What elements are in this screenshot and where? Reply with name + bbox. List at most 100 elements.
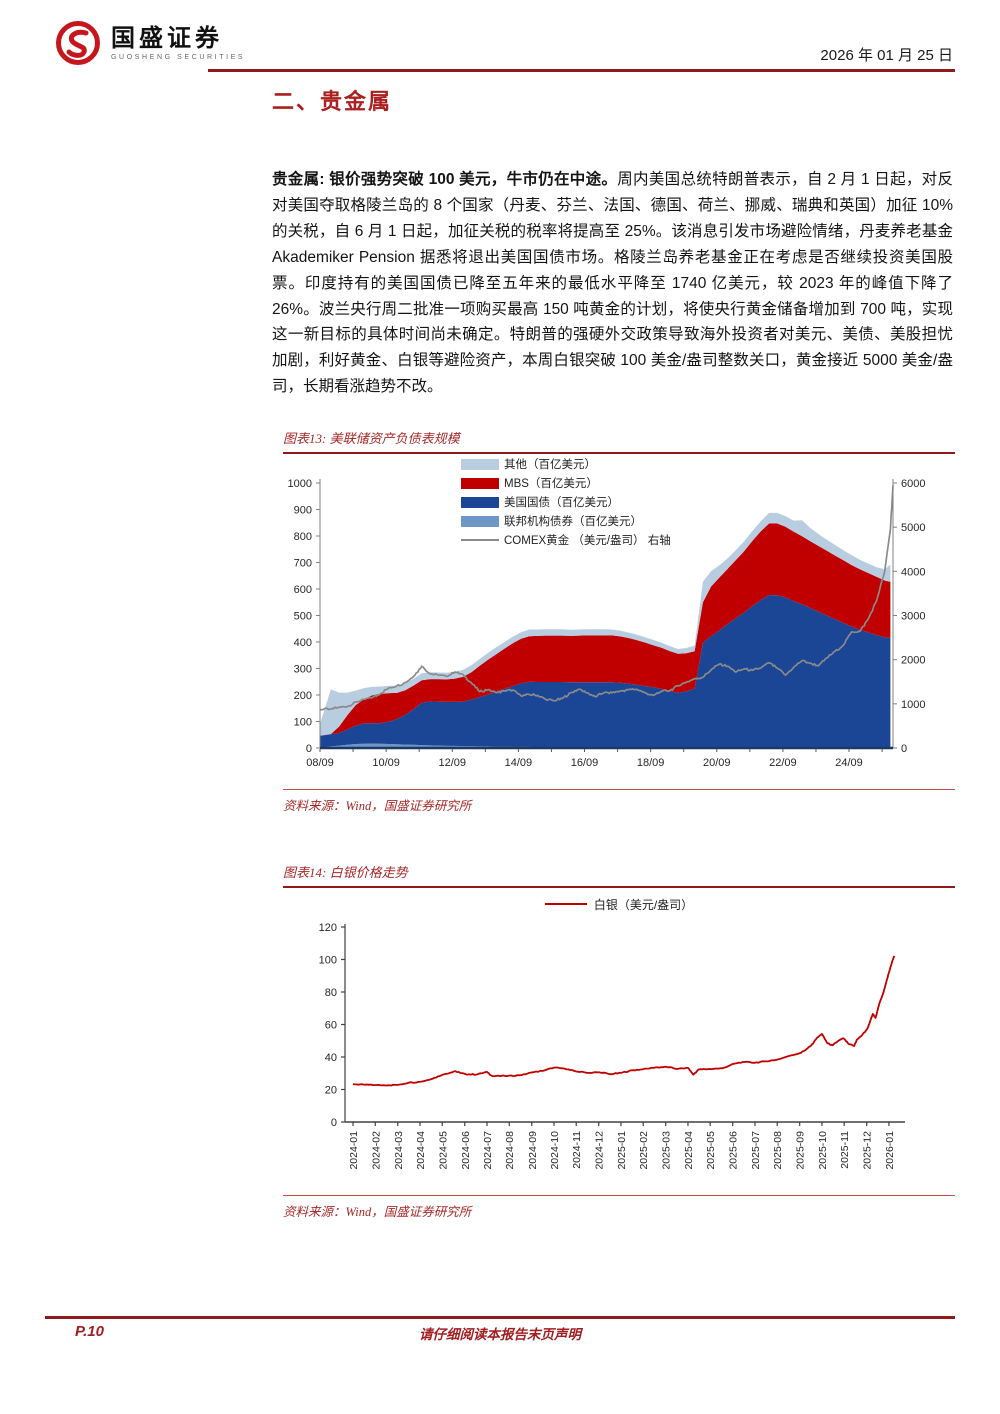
body-lead: 贵金属: 银价强势突破 100 美元，牛市仍在中途。 [272,171,618,188]
svg-text:22/09: 22/09 [769,757,797,769]
legend-area-swatch [461,515,499,527]
svg-text:10/09: 10/09 [372,757,400,769]
legend-line-swatch [544,902,587,906]
svg-text:700: 700 [294,558,312,570]
svg-text:4000: 4000 [901,566,925,578]
svg-text:80: 80 [325,987,337,999]
svg-text:18/09: 18/09 [637,757,665,769]
svg-text:2025-12: 2025-12 [862,1131,874,1170]
svg-text:2025-08: 2025-08 [772,1131,784,1170]
legend-item: 其他（百亿美元） [461,456,671,472]
legend-item: 联邦机构债券（百亿美元） [461,513,671,529]
svg-text:24/09: 24/09 [835,757,863,769]
legend-area-swatch [461,458,499,470]
figure-14: 图表14: 白银价格走势 白银（美元/盎司） 0 20 40 60 80 100 120 20… [283,862,955,1220]
body-paragraph: 贵金属: 银价强势突破 100 美元，牛市仍在中途。周内美国总统特朗普表示，自 … [272,167,953,400]
svg-text:2026-01: 2026-01 [884,1131,896,1170]
svg-text:300: 300 [294,664,312,676]
brand-text: 国盛证券 GUOSHENG SECURITIES [111,24,246,61]
svg-text:200: 200 [294,690,312,702]
fed-balance-chart: 0 100 200 300 400 500 600 700 800 900 1000 0 1000 200… [288,478,926,769]
legend-area-swatch [461,496,499,508]
svg-text:2025-03: 2025-03 [661,1131,673,1170]
figure-14-top-rule [283,886,955,888]
legend-item: COMEX黄金 （美元/盎司） 右轴 [461,532,671,548]
silver-price-chart: 0 20 40 60 80 100 120 2024-01 2024-02 2024-03 2024… [319,922,905,1170]
body-text: 周内美国总统特朗普表示，自 2 月 1 日起，对反对美国夺取格陵兰岛的 8 个国… [272,171,953,396]
svg-text:900: 900 [294,505,312,517]
figure-13: 图表13: 美联储资产负债表规模 0 100 200 300 400 500 600 700 8… [283,428,955,814]
svg-text:2025-06: 2025-06 [728,1131,740,1170]
page-number: P.10 [75,1323,104,1340]
silver-chart-area: 0 20 40 60 80 100 120 2024-01 2024-02 2024-03 2024… [283,920,955,1195]
svg-text:14/09: 14/09 [505,757,533,769]
svg-text:60: 60 [325,1020,337,1032]
footer-rule [45,1316,955,1319]
svg-text:12/09: 12/09 [438,757,466,769]
svg-text:500: 500 [294,611,312,623]
legend-item: MBS（百亿美元） [461,475,671,491]
legend-line-swatch [461,539,499,541]
svg-text:2024-06: 2024-06 [460,1131,472,1170]
svg-text:2024-03: 2024-03 [393,1131,405,1170]
svg-text:40: 40 [325,1052,337,1064]
svg-text:16/09: 16/09 [571,757,599,769]
figure-14-source: 资料来源：Wind，国盛证券研究所 [283,1205,472,1219]
svg-text:600: 600 [294,584,312,596]
svg-text:3000: 3000 [901,611,925,623]
svg-text:2025-05: 2025-05 [705,1131,717,1170]
svg-text:2024-12: 2024-12 [594,1131,606,1170]
svg-text:20: 20 [325,1085,337,1097]
svg-text:2024-10: 2024-10 [549,1131,561,1170]
svg-text:2025-10: 2025-10 [817,1131,829,1170]
header-rule [208,69,955,72]
svg-text:2024-11: 2024-11 [571,1131,583,1169]
figure-13-caption: 图表13: 美联储资产负债表规模 [283,431,460,446]
svg-text:0: 0 [306,743,312,755]
figure-13-bottom-rule [283,789,955,790]
svg-text:2024-09: 2024-09 [527,1131,539,1170]
svg-text:6000: 6000 [901,478,925,490]
svg-text:0: 0 [901,743,907,755]
svg-text:2024-05: 2024-05 [437,1131,449,1170]
fed-balance-legend: 其他（百亿美元） MBS（百亿美元） 美国国债（百亿美元） 联邦机构债券（百亿美元） C… [461,456,671,548]
silver-legend: 白银（美元/盎司） [283,888,955,920]
legend-area-swatch [461,477,499,489]
svg-text:2024-04: 2024-04 [415,1131,427,1170]
svg-text:1000: 1000 [901,699,925,711]
svg-text:2025-02: 2025-02 [638,1131,650,1170]
svg-text:0: 0 [331,1117,337,1129]
svg-text:1000: 1000 [288,478,312,490]
svg-text:2000: 2000 [901,655,925,667]
svg-text:08/09: 08/09 [306,757,334,769]
legend-label: 白银（美元/盎司） [593,897,694,912]
svg-text:400: 400 [294,637,312,649]
legend-label: COMEX黄金 （美元/盎司） 右轴 [504,535,671,547]
legend-label: 联邦机构债券（百亿美元） [504,516,642,528]
svg-text:5000: 5000 [901,522,925,534]
svg-text:2025-04: 2025-04 [683,1131,695,1170]
figure-13-top-rule [283,452,955,454]
figure-14-bottom-rule [283,1195,955,1196]
svg-text:2024-02: 2024-02 [370,1131,382,1170]
figure-14-caption: 图表14: 白银价格走势 [283,865,408,880]
section-title: 二、贵金属 [272,89,393,114]
brand-cn: 国盛证券 [111,24,223,52]
svg-text:100: 100 [319,955,337,967]
footer-disclaimer: 请仔细阅读本报告末页声明 [419,1327,581,1342]
svg-text:2025-01: 2025-01 [616,1131,628,1170]
svg-text:2025-11: 2025-11 [839,1131,851,1169]
figure-13-source: 资料来源：Wind，国盛证券研究所 [283,799,472,813]
brand-en: GUOSHENG SECURITIES [111,53,246,61]
fed-balance-chart-area: 0 100 200 300 400 500 600 700 800 900 1000 0 1000 200… [283,454,955,789]
guosheng-logo-icon [56,21,100,65]
legend-item: 美国国债（百亿美元） [461,494,671,510]
svg-text:2025-07: 2025-07 [750,1131,762,1170]
report-date: 2026 年 01 月 25 日 [820,47,953,64]
svg-text:2024-01: 2024-01 [348,1131,360,1170]
svg-text:120: 120 [319,922,337,934]
legend-label: 美国国债（百亿美元） [504,497,619,509]
svg-text:2025-09: 2025-09 [795,1131,807,1170]
legend-label: 其他（百亿美元） [504,459,596,471]
svg-text:2024-08: 2024-08 [504,1131,516,1170]
